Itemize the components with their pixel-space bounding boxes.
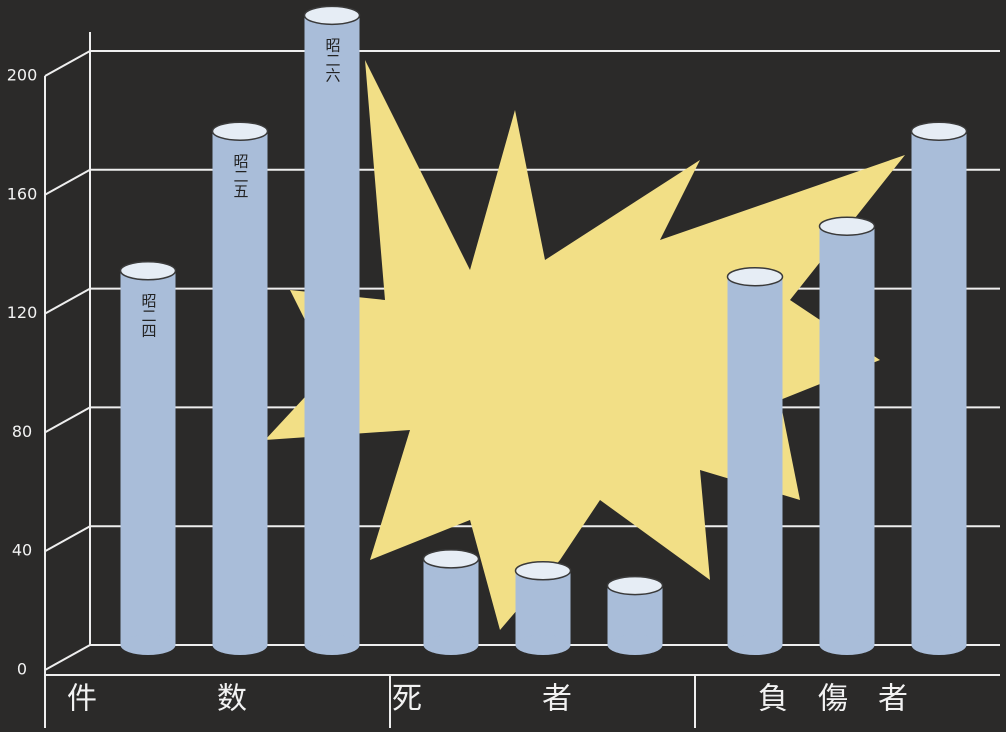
bar-base <box>423 635 479 655</box>
grid-line <box>44 644 91 671</box>
bar-cap <box>119 261 177 281</box>
grid-line <box>44 168 91 196</box>
bar-base <box>727 635 783 655</box>
bar <box>120 270 176 645</box>
bar-cap <box>303 5 361 26</box>
bar <box>212 131 268 645</box>
bar-cap <box>726 266 784 287</box>
bar-cap <box>910 121 968 141</box>
bar-cap <box>422 549 480 569</box>
bar <box>423 558 479 645</box>
grid-line <box>44 50 91 77</box>
bar-base <box>911 635 967 655</box>
bar-base <box>120 635 176 655</box>
bar <box>819 226 875 646</box>
grid-line <box>44 287 91 315</box>
bar-base <box>607 635 663 655</box>
starburst <box>265 60 905 630</box>
y-tick-label: 40 <box>12 541 32 560</box>
bar-cap <box>514 561 572 581</box>
series-label: 昭二四 <box>140 293 158 338</box>
bar-base <box>304 635 360 655</box>
bar-base <box>515 635 571 655</box>
bar-cap <box>606 575 664 596</box>
x-tick-label: 負傷者 <box>758 682 938 717</box>
y-tick-label: 80 <box>12 422 32 441</box>
bar-cap <box>211 121 269 141</box>
bar <box>304 15 360 646</box>
grid-line <box>44 406 91 434</box>
bar-base <box>819 635 875 655</box>
y-tick-label: 200 <box>7 66 38 85</box>
series-label: 昭二五 <box>232 153 250 198</box>
bar-cap <box>818 216 876 236</box>
grid-line <box>44 525 91 553</box>
x-tick-label: 死者 <box>392 682 692 717</box>
bar <box>727 276 783 645</box>
y-tick-label: 120 <box>7 303 38 322</box>
x-tick-label: 件数 <box>67 682 367 717</box>
bar-base <box>212 635 268 655</box>
series-label: 昭二六 <box>324 37 342 82</box>
y-tick-label: 160 <box>7 184 38 203</box>
bar <box>911 131 967 645</box>
y-tick-label: 0 <box>17 660 27 679</box>
bar <box>515 570 571 645</box>
